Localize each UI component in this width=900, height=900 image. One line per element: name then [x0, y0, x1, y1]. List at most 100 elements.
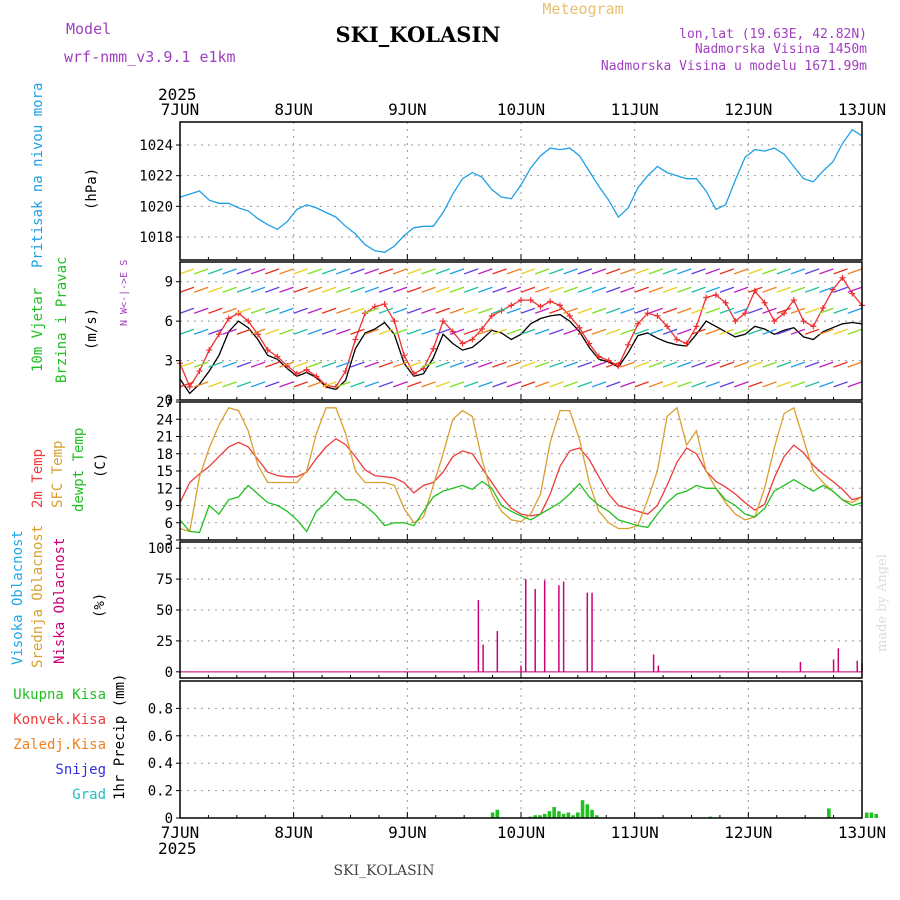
y-tick-label: 100	[148, 541, 173, 557]
wind-barb	[179, 286, 195, 293]
precip-bar	[547, 811, 552, 818]
wind-barb	[804, 328, 820, 335]
wind-barb	[634, 268, 649, 275]
wind-barb	[250, 286, 266, 293]
wind-gust-marker	[556, 302, 563, 309]
wind-barb	[534, 328, 550, 335]
wind-barb	[691, 361, 706, 368]
wind-gust-marker	[479, 326, 486, 333]
wind-barb	[776, 381, 791, 388]
wind-barb	[463, 381, 479, 388]
wind-barb	[563, 268, 578, 275]
wind-barb	[819, 361, 834, 368]
wind-barb	[421, 268, 436, 275]
wind-barb	[492, 381, 507, 388]
wind-barb	[435, 286, 450, 293]
dewpoint-title: dewpt Temp	[71, 428, 87, 512]
wind-barb	[648, 286, 664, 293]
wind-barb	[833, 381, 848, 388]
wind-gust-marker	[342, 368, 349, 375]
cloud-unit: (%)	[92, 593, 108, 618]
wind-barb	[648, 328, 664, 335]
wind-barb	[350, 361, 365, 368]
wind-barb	[463, 268, 479, 275]
wind-barb	[677, 381, 692, 388]
wind-barb	[478, 381, 493, 388]
wind-barb	[208, 307, 223, 314]
wind-barb	[719, 381, 735, 388]
wind-barb	[421, 286, 436, 293]
precip-unit: 1hr Precip (mm)	[112, 674, 128, 800]
wind-barb	[435, 268, 450, 275]
wind_speed-line	[179, 313, 863, 395]
wind-gust-marker	[274, 353, 281, 360]
wind-barb	[378, 286, 394, 293]
y-tick-label: 9	[165, 499, 173, 515]
wind-gust-marker	[401, 352, 408, 359]
wind-barb	[520, 381, 536, 388]
wind-barb	[179, 307, 195, 314]
wind-barb	[392, 361, 408, 368]
wind-barb	[662, 268, 678, 275]
wind-gust-marker	[625, 341, 632, 348]
wind-gust-marker	[537, 303, 544, 310]
temperature-panel: 2m Temp SFC Temp dewpt Temp (C) 369 12151…	[30, 395, 863, 549]
wind-barb	[591, 286, 607, 293]
y-tick-label: 24	[156, 412, 173, 428]
precip-bar	[594, 815, 599, 818]
wind-barb	[620, 268, 635, 275]
watermark: made by Angel	[875, 554, 890, 652]
wind-barb	[648, 268, 664, 275]
time-tick-label: 13JUN	[838, 100, 886, 119]
wind-gust-marker	[732, 318, 739, 325]
precip-bar	[561, 813, 566, 818]
wind-barb	[449, 361, 465, 368]
wind-barb	[506, 328, 522, 335]
cloud-mid-title: Srednja Oblacnost	[30, 525, 46, 668]
temp_2m-line	[179, 438, 863, 517]
wind-barb	[762, 361, 777, 368]
wind-barb	[350, 328, 365, 335]
time-tick-label: 8JUN	[274, 100, 313, 119]
wind-barb	[705, 328, 720, 335]
wind-barb	[733, 381, 749, 388]
y-tick-label: 12	[156, 481, 173, 497]
wind-gust-marker	[206, 347, 213, 354]
time-tick-label: 9JUN	[388, 100, 427, 119]
wind-barb	[606, 361, 621, 368]
wind-barb	[520, 286, 536, 293]
wind-barb	[719, 328, 735, 335]
wind-barb	[208, 361, 223, 368]
wind-barb	[478, 328, 493, 335]
wind-gust-marker	[693, 323, 700, 330]
wind-barb	[506, 286, 522, 293]
y-tick-label: 21	[156, 430, 173, 446]
time-tick-label: 9JUN	[388, 823, 427, 842]
pressure-unit: (hPa)	[84, 168, 100, 210]
wind-barb	[563, 381, 578, 388]
wind-gust-marker	[488, 312, 495, 319]
wind-barb	[804, 268, 820, 275]
dewpoint-line	[179, 478, 863, 534]
y-tick-label: 1022	[139, 169, 173, 185]
wind-barb	[790, 381, 806, 388]
wind-barb	[606, 286, 621, 293]
precip-bar	[490, 812, 495, 818]
precip-bar	[590, 809, 594, 818]
wind-barb	[847, 381, 863, 388]
wind-barb	[705, 361, 720, 368]
wind-barb	[577, 268, 593, 275]
wind-barb	[691, 307, 706, 314]
wind-barb	[193, 328, 209, 335]
wind-barb	[534, 307, 550, 314]
wind-barb	[804, 307, 820, 314]
wind-barb	[307, 286, 323, 293]
wind-barb	[321, 381, 337, 388]
wind-barb	[421, 328, 436, 335]
wind-barb	[620, 307, 635, 314]
wind-barb	[478, 286, 493, 293]
wind-barb	[662, 286, 678, 293]
wind-barb	[762, 381, 777, 388]
wind-barb	[236, 328, 252, 335]
wind-barb	[407, 381, 422, 388]
